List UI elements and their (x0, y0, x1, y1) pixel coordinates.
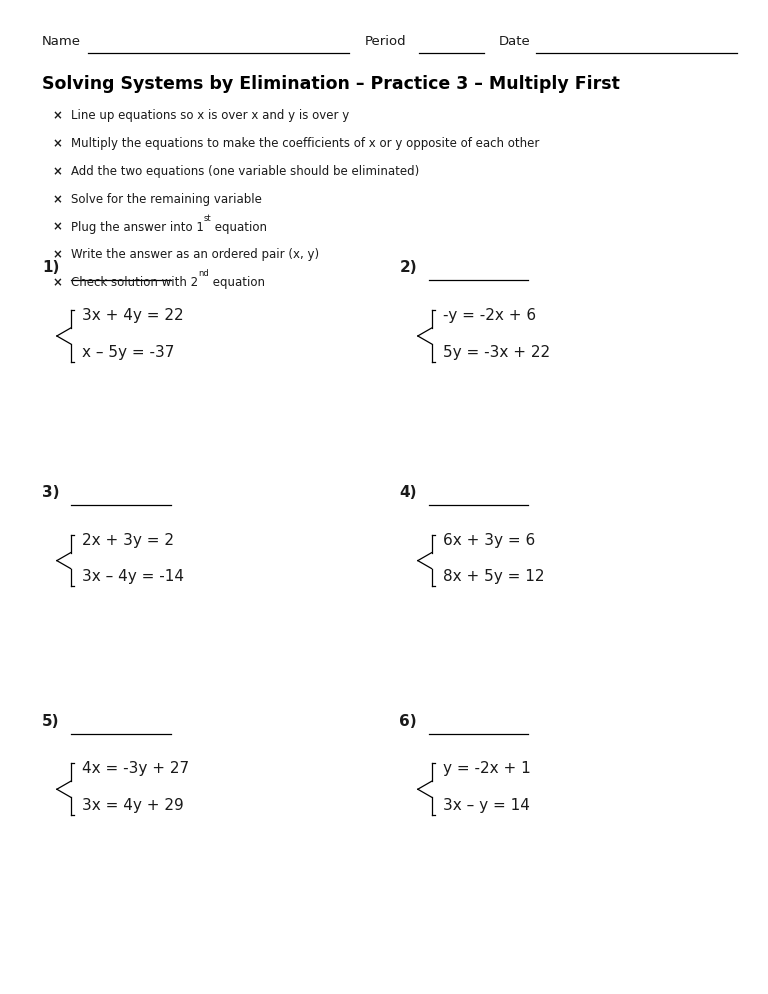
Text: x – 5y = -37: x – 5y = -37 (82, 345, 174, 360)
Text: ×: × (53, 137, 62, 150)
Text: Write the answer as an ordered pair (x, y): Write the answer as an ordered pair (x, … (71, 248, 319, 261)
Text: st: st (204, 224, 211, 233)
Text: ×: × (53, 165, 62, 178)
Text: 6x + 3y = 6: 6x + 3y = 6 (443, 533, 535, 548)
Text: Line up equations so x is over x and y is over y: Line up equations so x is over x and y i… (71, 109, 349, 122)
Text: 8x + 5y = 12: 8x + 5y = 12 (443, 570, 545, 584)
Text: nd: nd (198, 269, 209, 278)
Text: equation: equation (211, 221, 267, 234)
Text: Solve for the remaining variable: Solve for the remaining variable (71, 193, 262, 206)
Text: Name: Name (42, 35, 81, 48)
Text: ×: × (53, 109, 62, 122)
Text: Check solution with 2: Check solution with 2 (71, 276, 198, 289)
Text: equation: equation (209, 276, 264, 289)
Text: y = -2x + 1: y = -2x + 1 (443, 761, 531, 776)
Text: -y = -2x + 6: -y = -2x + 6 (443, 308, 536, 323)
Text: Period: Period (365, 35, 406, 48)
Text: ×: × (53, 221, 62, 234)
Text: 3x = 4y + 29: 3x = 4y + 29 (82, 798, 184, 813)
Text: Multiply the equations to make the coefficients of x or y opposite of each other: Multiply the equations to make the coeff… (71, 137, 539, 150)
Text: ×: × (53, 193, 62, 206)
Text: Add the two equations (one variable should be eliminated): Add the two equations (one variable shou… (71, 165, 419, 178)
Text: 1): 1) (42, 260, 60, 275)
Text: 3x + 4y = 22: 3x + 4y = 22 (82, 308, 184, 323)
Text: 3x – 4y = -14: 3x – 4y = -14 (82, 570, 184, 584)
Text: 2x + 3y = 2: 2x + 3y = 2 (82, 533, 174, 548)
Text: nd: nd (198, 279, 209, 288)
Text: 5): 5) (42, 714, 60, 729)
Text: 3x – y = 14: 3x – y = 14 (443, 798, 530, 813)
Text: 4x = -3y + 27: 4x = -3y + 27 (82, 761, 189, 776)
Text: st: st (204, 214, 211, 223)
Text: ×: × (53, 276, 62, 289)
Text: 5y = -3x + 22: 5y = -3x + 22 (443, 345, 550, 360)
Text: Date: Date (499, 35, 531, 48)
Text: 3): 3) (42, 485, 60, 500)
Text: ×: × (53, 248, 62, 261)
Text: 2): 2) (399, 260, 417, 275)
Text: 4): 4) (399, 485, 417, 500)
Text: 6): 6) (399, 714, 417, 729)
Text: Solving Systems by Elimination – Practice 3 – Multiply First: Solving Systems by Elimination – Practic… (42, 76, 620, 93)
Text: Plug the answer into 1: Plug the answer into 1 (71, 221, 204, 234)
